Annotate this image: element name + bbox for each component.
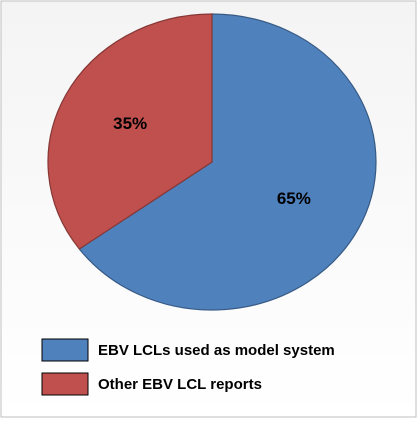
legend-label: Other EBV LCL reports bbox=[98, 376, 262, 393]
legend-label: EBV LCLs used as model system bbox=[98, 342, 335, 359]
legend-swatch bbox=[41, 372, 89, 396]
data-label: 35% bbox=[113, 114, 147, 133]
data-label: 65% bbox=[277, 189, 311, 208]
legend-swatch bbox=[41, 338, 89, 362]
pie-slice bbox=[47, 13, 213, 250]
pie-slice bbox=[78, 13, 377, 311]
